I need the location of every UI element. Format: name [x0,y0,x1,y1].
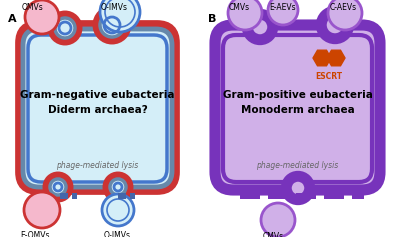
Bar [118,193,126,199]
Circle shape [51,14,79,42]
Bar [268,193,288,199]
Text: Gram-positive eubacteria: Gram-positive eubacteria [222,91,372,100]
Bar [352,193,364,199]
Text: E-AEVs: E-AEVs [269,3,296,12]
Text: O-IMVs: O-IMVs [104,231,131,237]
Circle shape [285,175,311,201]
Circle shape [24,192,60,228]
Bar [240,193,260,199]
Text: Monoderm archaea: Monoderm archaea [241,105,354,114]
FancyBboxPatch shape [20,25,175,190]
Text: ESCRT: ESCRT [316,72,342,81]
FancyBboxPatch shape [215,25,380,190]
Bar [324,193,344,199]
Circle shape [246,13,274,41]
Circle shape [328,0,362,30]
Bar [60,193,68,199]
Text: O-IMVs: O-IMVs [101,3,128,12]
Text: OMVs: OMVs [22,3,44,12]
Circle shape [228,0,262,30]
Circle shape [268,0,298,25]
Text: B: B [208,14,216,24]
Circle shape [106,175,130,199]
Circle shape [96,9,128,41]
Bar [130,193,135,199]
Circle shape [102,194,134,226]
Bar [296,193,316,199]
Circle shape [320,10,350,40]
Text: CMVs: CMVs [263,232,284,237]
Text: Diderm archaea?: Diderm archaea? [48,105,147,114]
Circle shape [46,175,70,199]
Text: phage-mediated lysis: phage-mediated lysis [56,160,139,169]
Text: CMVs: CMVs [229,3,250,12]
Text: Gram-negative eubacteria: Gram-negative eubacteria [20,91,175,100]
Text: E-OMVs: E-OMVs [20,231,50,237]
Circle shape [261,203,295,237]
Circle shape [100,0,140,32]
Text: C-AEVs: C-AEVs [330,3,357,12]
Text: A: A [8,14,17,24]
Bar [72,193,77,199]
Text: phage-mediated lysis: phage-mediated lysis [256,160,339,169]
Circle shape [25,0,59,34]
